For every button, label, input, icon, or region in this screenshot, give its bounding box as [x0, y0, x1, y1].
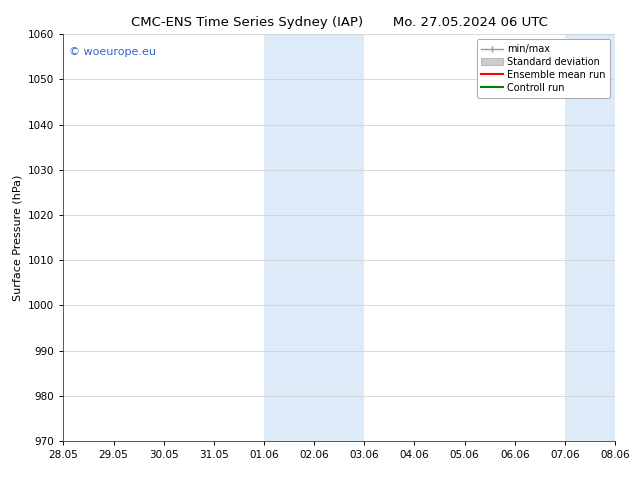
Title: CMC-ENS Time Series Sydney (IAP)       Mo. 27.05.2024 06 UTC: CMC-ENS Time Series Sydney (IAP) Mo. 27.… [131, 16, 548, 29]
Legend: min/max, Standard deviation, Ensemble mean run, Controll run: min/max, Standard deviation, Ensemble me… [477, 39, 610, 98]
Y-axis label: Surface Pressure (hPa): Surface Pressure (hPa) [13, 174, 23, 301]
Bar [264, 34, 365, 441]
Text: © woeurope.eu: © woeurope.eu [69, 47, 156, 56]
Bar [565, 34, 615, 441]
